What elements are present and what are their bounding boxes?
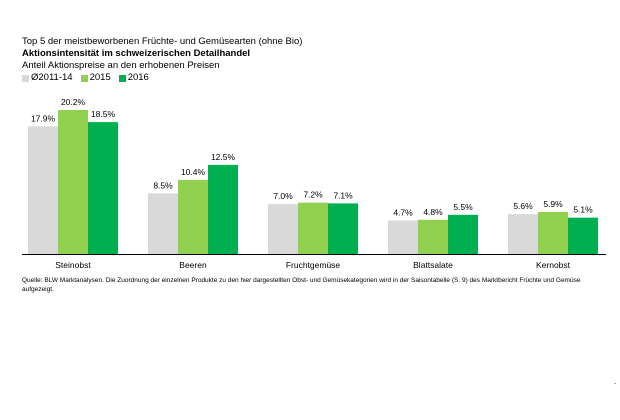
data-label-kernobst-2016: 5.1%	[573, 205, 593, 215]
data-label-blattsalate-2016: 5.5%	[453, 202, 473, 212]
bar-blattsalate-2016	[448, 214, 478, 254]
chart-subtitle: Aktionsintensität im schweizerischen Det…	[22, 48, 251, 59]
bar-kernobst-2015	[538, 211, 568, 254]
bar-steinobst-2016	[88, 122, 118, 255]
source-note: Quelle: BLW Marktanalysen. Die Zuordnung…	[22, 277, 581, 293]
data-label-fruchtgem-se-2016: 7.1%	[333, 190, 353, 200]
legend-swatch-2015	[80, 74, 88, 82]
legend-swatch-avg	[22, 74, 29, 82]
bar-steinobst-avg	[28, 126, 58, 254]
bar-beeren-2016	[208, 164, 238, 254]
chart-title: Top 5 der meistbeworbenen Früchte- und G…	[22, 36, 303, 47]
bar-fruchtgem-se-avg	[268, 204, 298, 254]
corner-mark: .	[614, 377, 617, 386]
legend-label-2016: 2016	[127, 72, 149, 83]
x-tick-fruchtgem-se: Fruchtgemüse	[286, 260, 341, 270]
legend-item-2016: 2016	[118, 72, 149, 84]
bar-blattsalate-2015	[418, 219, 448, 254]
legend-swatch-2016	[118, 74, 126, 82]
bar-beeren-2015	[178, 179, 208, 254]
data-label-steinobst-2016: 18.5%	[91, 109, 116, 119]
bar-blattsalate-avg	[388, 220, 418, 254]
bar-kernobst-avg	[508, 214, 538, 254]
chart-ylabel: Anteil Aktionspreise an den erhobenen Pr…	[22, 60, 220, 71]
legend-item-avg: Ø2011-14	[22, 72, 73, 84]
data-label-fruchtgem-se-avg: 7.0%	[273, 191, 293, 201]
x-tick-kernobst: Kernobst	[536, 260, 571, 270]
bar-fruchtgem-se-2015	[298, 202, 328, 254]
data-label-steinobst-2015: 20.2%	[61, 97, 86, 107]
x-tick-beeren: Beeren	[179, 260, 207, 270]
bar-steinobst-2015	[58, 110, 88, 254]
bar-beeren-avg	[148, 193, 178, 254]
data-label-steinobst-avg: 17.9%	[31, 113, 56, 123]
data-label-beeren-avg: 8.5%	[153, 180, 173, 190]
legend: Ø2011-14 2015 2016	[22, 72, 149, 84]
data-label-kernobst-2015: 5.9%	[543, 199, 563, 209]
legend-label-avg: Ø2011-14	[31, 72, 73, 83]
bar-fruchtgem-se-2016	[328, 203, 358, 254]
bar-kernobst-2016	[568, 217, 598, 254]
data-label-kernobst-avg: 5.6%	[513, 201, 533, 211]
data-label-beeren-2016: 12.5%	[211, 152, 236, 162]
legend-item-2015: 2015	[80, 72, 111, 84]
data-label-blattsalate-avg: 4.7%	[393, 207, 413, 217]
x-tick-blattsalate: Blattsalate	[413, 260, 453, 270]
data-label-fruchtgem-se-2015: 7.2%	[303, 190, 323, 200]
legend-label-2015: 2015	[89, 72, 111, 83]
x-tick-steinobst: Steinobst	[55, 260, 91, 270]
data-label-beeren-2015: 10.4%	[181, 167, 206, 177]
data-label-blattsalate-2015: 4.8%	[423, 207, 443, 217]
